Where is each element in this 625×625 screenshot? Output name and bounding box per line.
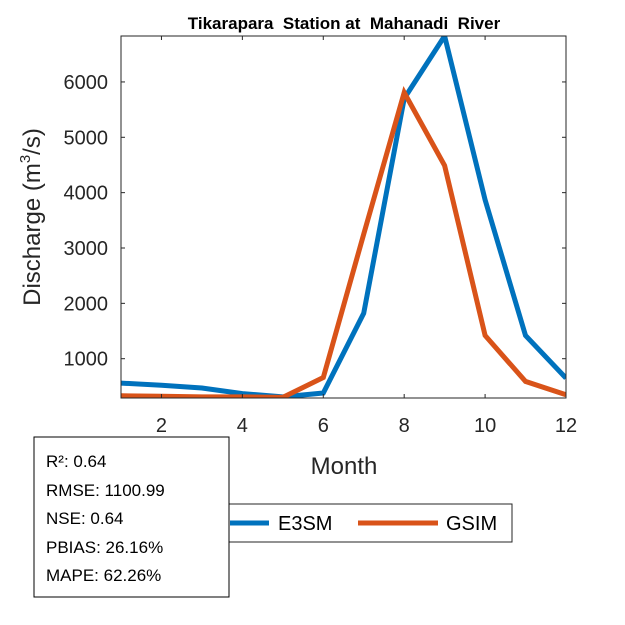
series-line-gsim xyxy=(121,85,566,398)
stat-pbias: PBIAS: 26.16% xyxy=(46,538,163,557)
series-line-e3sm xyxy=(121,36,566,398)
chart-title: Tikarapara Station at Mahanadi River xyxy=(188,14,501,33)
legend: E3SM GSIM xyxy=(227,503,513,543)
stat-r2: R²: 0.64 xyxy=(46,452,106,471)
x-tick-label: 10 xyxy=(474,415,496,437)
x-tick-label: 2 xyxy=(156,415,167,437)
stat-mape: MAPE: 62.26% xyxy=(46,566,161,585)
series-layer xyxy=(121,36,566,398)
legend-label-e3sm: E3SM xyxy=(278,513,332,535)
y-axis-title-superscript: 3 xyxy=(17,155,34,163)
stat-rmse: RMSE: 1100.99 xyxy=(46,481,165,500)
stats-box-border xyxy=(33,436,230,598)
legend-label-gsim: GSIM xyxy=(446,513,497,535)
x-tick-label: 4 xyxy=(237,415,248,437)
y-tick-label: 5000 xyxy=(64,127,109,149)
stats-box: R²: 0.64 RMSE: 1100.99 NSE: 0.64 PBIAS: … xyxy=(33,436,230,598)
y-tick-label: 2000 xyxy=(64,293,109,315)
x-tick-label: 8 xyxy=(399,415,410,437)
stat-nse: NSE: 0.64 xyxy=(46,509,124,528)
y-tick-label: 4000 xyxy=(64,183,109,205)
tick-layer: 2 4 6 8 10 12 1000 2000 3000 4000 5000 6000 xyxy=(64,36,577,437)
y-tick-label: 1000 xyxy=(64,349,109,371)
y-tick-label: 3000 xyxy=(64,238,109,260)
x-axis-title: Month xyxy=(311,453,378,480)
x-tick-label: 12 xyxy=(555,415,577,437)
axes-box xyxy=(120,35,567,399)
y-axis-title-prefix: Discharge (m xyxy=(19,163,46,306)
y-axis-title: Discharge (m3/s) xyxy=(17,128,46,306)
y-axis-title-suffix: /s) xyxy=(19,128,46,155)
x-tick-label: 6 xyxy=(318,415,329,437)
y-tick-label: 6000 xyxy=(64,72,109,94)
